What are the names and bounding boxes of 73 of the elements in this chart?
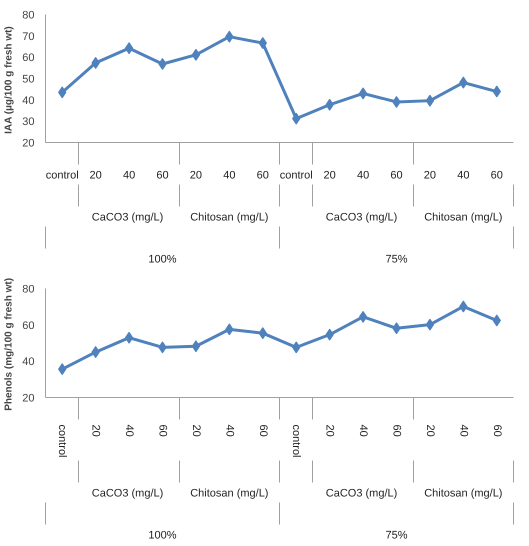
- x-tick-label: 20: [324, 170, 336, 182]
- y-tick-label: 70: [22, 30, 35, 43]
- point: [358, 310, 368, 323]
- point: [358, 87, 368, 100]
- point: [325, 328, 334, 341]
- y-tick-label: 60: [22, 320, 35, 332]
- point: [392, 322, 401, 334]
- point: [426, 318, 434, 331]
- point: [392, 96, 401, 108]
- point: [426, 94, 434, 107]
- point: [192, 340, 200, 352]
- text: Chitosan (mg/L): [424, 488, 502, 500]
- text: 75%: [385, 530, 408, 542]
- x-tick-label: 20: [424, 170, 436, 182]
- y-tick-label: 40: [22, 356, 35, 368]
- y-tick-label: 40: [22, 94, 35, 107]
- text: 100%: [148, 254, 177, 266]
- point: [225, 30, 234, 43]
- x-tick-label: control: [46, 170, 79, 182]
- y-tick-label: 20: [22, 392, 35, 404]
- text: CaCO3 (mg/L): [326, 212, 398, 224]
- point: [91, 346, 100, 358]
- x-tick-label: control: [280, 170, 313, 182]
- point: [158, 341, 167, 354]
- x-tick-label: 40: [223, 424, 236, 437]
- x-tick-label: 40: [457, 170, 470, 182]
- x-tick-label: 20: [190, 424, 202, 437]
- text: CaCO3 (mg/L): [326, 488, 398, 500]
- x-tick-label: 60: [390, 170, 403, 182]
- y-axis-title: Phenols (mg/100 g fresh wt): [3, 278, 14, 411]
- point: [158, 58, 167, 70]
- x-tick-label: 40: [223, 170, 236, 182]
- x-tick-label: 40: [457, 424, 470, 437]
- y-tick-label: 60: [22, 52, 35, 64]
- y-tick-label: 20: [22, 138, 35, 150]
- point: [124, 332, 134, 344]
- point: [225, 323, 234, 336]
- y-tick-label: 50: [22, 74, 35, 86]
- y-tick-label: 80: [22, 10, 35, 22]
- text: CaCO3 (mg/L): [92, 488, 164, 500]
- y-tick-label: 80: [22, 284, 35, 296]
- point: [459, 300, 468, 312]
- point: [459, 76, 468, 89]
- x-tick-label: 60: [490, 170, 503, 182]
- y-axis-title: IAA (µg/100 g fresh wt): [3, 26, 14, 134]
- y-tick-label: 30: [22, 116, 35, 128]
- point: [124, 42, 134, 54]
- x-tick-label: 60: [256, 170, 269, 182]
- text: CaCO3 (mg/L): [92, 212, 164, 224]
- point: [325, 98, 334, 111]
- x-tick-label: 60: [156, 170, 169, 182]
- x-tick-label: control: [56, 424, 68, 458]
- x-tick-label: 60: [256, 424, 269, 437]
- text: Chitosan (mg/L): [424, 212, 502, 224]
- x-tick-label: 20: [324, 424, 336, 437]
- x-tick-label: 60: [156, 424, 168, 437]
- text: 100%: [148, 530, 177, 542]
- x-tick-label: 60: [490, 424, 503, 437]
- x-tick-label: 40: [357, 424, 370, 437]
- x-tick-label: 20: [190, 170, 202, 182]
- point: [91, 56, 100, 69]
- x-tick-label: 60: [390, 424, 402, 437]
- x-tick-label: 20: [90, 170, 102, 182]
- point: [192, 48, 200, 61]
- x-tick-label: 20: [424, 424, 436, 437]
- x-tick-label: 40: [356, 170, 370, 182]
- text: Chitosan (mg/L): [190, 212, 268, 224]
- x-tick-label: control: [290, 424, 302, 458]
- x-tick-label: 40: [122, 170, 136, 182]
- x-tick-label: 20: [90, 424, 102, 437]
- x-tick-label: 40: [123, 424, 136, 437]
- text: Chitosan (mg/L): [190, 488, 268, 500]
- text: 75%: [385, 254, 408, 266]
